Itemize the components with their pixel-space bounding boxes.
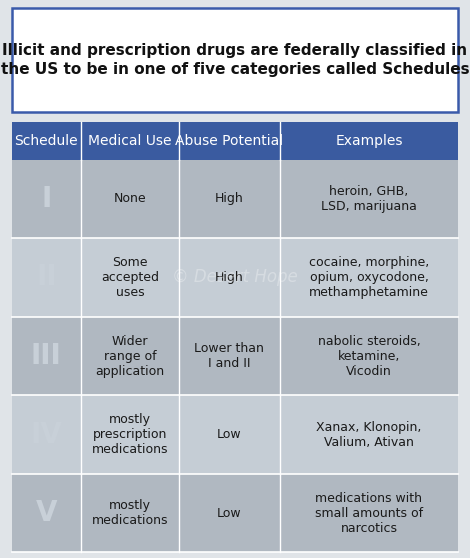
Text: Schedule: Schedule — [15, 133, 78, 148]
Text: High: High — [215, 271, 244, 284]
Bar — [81, 122, 179, 160]
Text: Some
accepted
uses: Some accepted uses — [101, 256, 159, 299]
Bar — [280, 122, 458, 160]
Text: V: V — [36, 499, 57, 527]
Bar — [12, 122, 458, 552]
Text: None: None — [114, 193, 146, 205]
Bar — [12, 317, 458, 395]
Text: II: II — [36, 263, 56, 291]
Text: cocaine, morphine,
opium, oxycodone,
methamphetamine: cocaine, morphine, opium, oxycodone, met… — [309, 256, 429, 299]
Text: High: High — [215, 193, 244, 205]
Text: nabolic steroids,
ketamine,
Vicodin: nabolic steroids, ketamine, Vicodin — [318, 334, 420, 378]
Text: Medical Use: Medical Use — [88, 133, 172, 148]
Bar — [12, 122, 81, 160]
Text: I: I — [41, 185, 52, 213]
Bar — [12, 8, 458, 112]
Bar — [179, 122, 280, 160]
Text: Lower than
I and II: Lower than I and II — [195, 342, 264, 370]
Text: IV: IV — [31, 421, 62, 449]
Text: heroin, GHB,
LSD, marijuana: heroin, GHB, LSD, marijuana — [321, 185, 417, 213]
Text: Low: Low — [217, 428, 242, 441]
Text: Xanax, Klonopin,
Valium, Ativan: Xanax, Klonopin, Valium, Ativan — [316, 421, 422, 449]
Bar — [12, 474, 458, 552]
Text: Examples: Examples — [335, 133, 403, 148]
Text: Wider
range of
application: Wider range of application — [95, 334, 164, 378]
Text: Low: Low — [217, 507, 242, 519]
Bar — [12, 238, 458, 317]
Text: © Desert Hope: © Desert Hope — [172, 268, 298, 286]
Text: Illicit and prescription drugs are federally classified in
the US to be in one o: Illicit and prescription drugs are feder… — [0, 42, 470, 78]
Text: mostly
prescription
medications: mostly prescription medications — [92, 413, 168, 456]
Bar — [12, 160, 458, 238]
Text: mostly
medications: mostly medications — [92, 499, 168, 527]
Text: III: III — [31, 342, 62, 370]
Text: Abuse Potential: Abuse Potential — [175, 133, 283, 148]
Bar — [12, 395, 458, 474]
Text: medications with
small amounts of
narcotics: medications with small amounts of narcot… — [315, 492, 423, 535]
